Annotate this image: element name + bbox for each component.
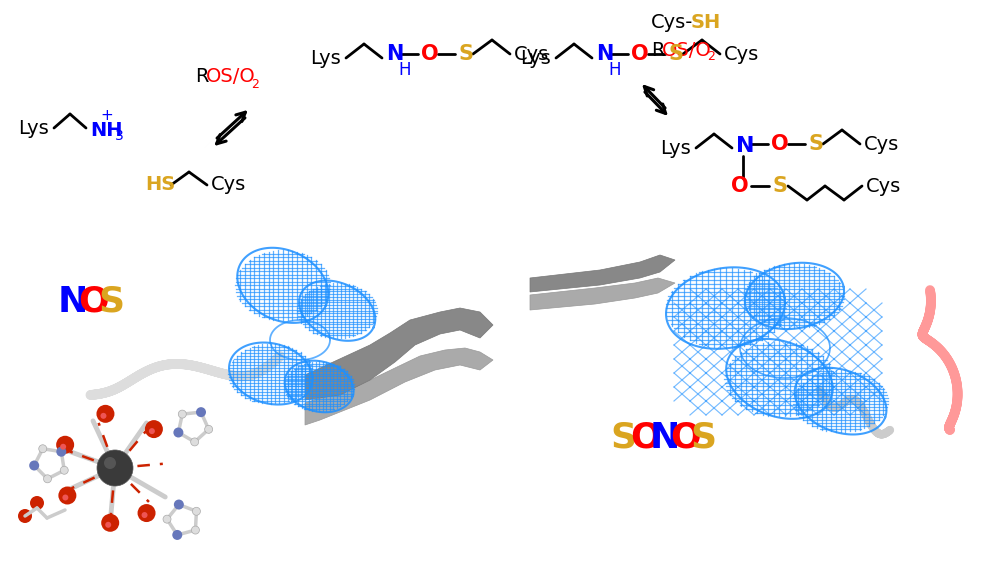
Ellipse shape [196, 407, 206, 417]
Polygon shape [305, 308, 493, 400]
Text: N: N [386, 44, 403, 64]
Text: Cys: Cys [866, 177, 901, 195]
Text: O: O [630, 421, 661, 455]
Text: S: S [458, 44, 473, 64]
Ellipse shape [60, 444, 66, 450]
Text: O: O [78, 285, 108, 319]
Ellipse shape [192, 507, 200, 515]
Text: Lys: Lys [18, 118, 48, 138]
Text: H: H [608, 61, 620, 79]
Ellipse shape [56, 447, 66, 457]
Ellipse shape [101, 413, 106, 419]
Text: O: O [421, 44, 439, 64]
Text: S: S [668, 44, 683, 64]
Ellipse shape [205, 425, 213, 434]
Ellipse shape [174, 500, 183, 509]
Ellipse shape [145, 420, 163, 438]
Ellipse shape [62, 495, 68, 500]
Ellipse shape [106, 522, 111, 528]
Text: O: O [631, 44, 649, 64]
Ellipse shape [137, 504, 156, 522]
Ellipse shape [173, 530, 182, 540]
Text: NH: NH [90, 121, 122, 139]
Ellipse shape [142, 512, 148, 518]
Text: 2: 2 [251, 78, 259, 91]
Text: N: N [596, 44, 613, 64]
Text: H: H [398, 61, 410, 79]
Text: 3: 3 [115, 129, 124, 143]
Text: N: N [650, 421, 680, 455]
Ellipse shape [149, 428, 155, 434]
Text: S: S [772, 176, 787, 196]
Polygon shape [530, 278, 675, 310]
Ellipse shape [18, 509, 32, 523]
Text: S: S [808, 134, 823, 154]
Ellipse shape [104, 457, 116, 469]
Text: Cys: Cys [724, 45, 759, 63]
Ellipse shape [56, 436, 74, 454]
Text: N: N [58, 285, 89, 319]
Ellipse shape [30, 496, 44, 510]
Ellipse shape [38, 445, 46, 453]
Text: +: + [100, 108, 112, 122]
Ellipse shape [43, 475, 51, 483]
Ellipse shape [102, 514, 119, 532]
Text: 2: 2 [707, 50, 715, 63]
Ellipse shape [190, 438, 198, 446]
Ellipse shape [163, 515, 171, 523]
Ellipse shape [97, 450, 133, 486]
Text: Cys-: Cys- [651, 12, 693, 32]
Text: R: R [651, 41, 665, 59]
Text: OS/O: OS/O [662, 41, 712, 59]
Text: O: O [771, 134, 789, 154]
Ellipse shape [174, 427, 183, 438]
Text: HS: HS [145, 175, 176, 195]
Text: O: O [731, 176, 748, 196]
Ellipse shape [191, 526, 199, 534]
Text: O: O [670, 421, 701, 455]
Ellipse shape [30, 461, 39, 470]
Ellipse shape [178, 410, 186, 418]
Ellipse shape [60, 466, 68, 474]
Text: Lys: Lys [520, 49, 551, 67]
Text: Cys: Cys [514, 45, 549, 63]
Ellipse shape [58, 487, 76, 504]
Text: Lys: Lys [310, 49, 341, 67]
Text: S: S [690, 421, 716, 455]
Text: R: R [195, 67, 208, 87]
Text: S: S [98, 285, 124, 319]
Text: S: S [610, 421, 636, 455]
Text: SH: SH [691, 12, 721, 32]
Polygon shape [305, 348, 493, 425]
Text: N: N [736, 136, 754, 156]
Text: Cys: Cys [864, 135, 899, 153]
Ellipse shape [97, 405, 114, 423]
Polygon shape [530, 255, 675, 292]
Text: OS/O: OS/O [206, 67, 255, 87]
Text: Cys: Cys [211, 175, 246, 195]
Text: Lys: Lys [660, 139, 691, 157]
